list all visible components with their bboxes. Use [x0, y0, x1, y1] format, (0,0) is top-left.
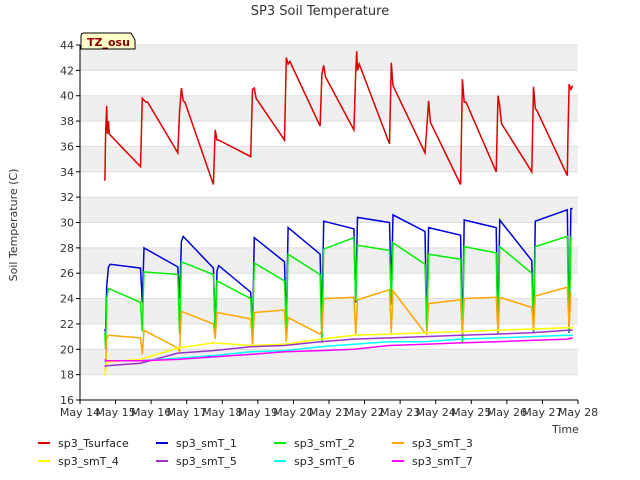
x-tick-label: May 21 [309, 406, 349, 419]
y-tick-label: 26 [60, 267, 74, 280]
y-tick-label: 44 [60, 39, 74, 52]
plot-band [80, 121, 578, 147]
y-tick-label: 32 [60, 191, 74, 204]
badge-label: TZ_osu [87, 36, 130, 49]
plot-band [80, 323, 578, 350]
x-tick-label: May 19 [238, 406, 278, 419]
legend-label-sp3_smT_7: sp3_smT_7 [412, 455, 473, 468]
legend-label-sp3_smT_3: sp3_smT_3 [412, 437, 473, 450]
y-tick-label: 22 [60, 318, 74, 331]
plot-band [80, 197, 578, 223]
plot-band [80, 349, 578, 375]
legend-label-sp3_smT_5: sp3_smT_5 [176, 455, 237, 468]
plot-band [80, 171, 578, 198]
series-lines [104, 51, 574, 376]
y-tick-label: 36 [60, 140, 74, 153]
x-tick-label: May 16 [131, 406, 171, 419]
legend-label-sp3_smT_2: sp3_smT_2 [294, 437, 355, 450]
plot-band [80, 247, 578, 274]
x-tick-label: May 25 [451, 406, 491, 419]
x-tick-label: May 20 [273, 406, 313, 419]
x-tick-label: May 14 [60, 406, 100, 419]
x-tick-label: May 22 [344, 406, 384, 419]
y-tick-label: 18 [60, 369, 74, 382]
badge-box [80, 32, 136, 50]
chart-title: SP3 Soil Temperature [251, 4, 389, 19]
y-tick-label: 38 [60, 115, 74, 128]
y-tick-label: 16 [60, 394, 74, 407]
plot-band [80, 95, 578, 122]
y-tick-labels: 16 18 20 22 24 26 28 30 32 34 36 38 40 42 44 [60, 39, 80, 407]
series-line-sp3_smT_7 [104, 337, 573, 362]
y-axis-label: Soil Temperature (C) [7, 169, 20, 282]
plot-band [80, 146, 578, 172]
plot-band [80, 298, 578, 324]
series-line-sp3_Tsurface [104, 51, 574, 185]
timezone-badge: TZ_osu [80, 32, 136, 50]
legend-label-sp3_Tsurface: sp3_Tsurface [58, 437, 129, 450]
plot-band [80, 374, 578, 400]
x-tick-label: May 23 [380, 406, 420, 419]
y-tick-label: 40 [60, 90, 74, 103]
plot-band [80, 45, 578, 71]
y-tick-label: 24 [60, 293, 74, 306]
x-axis-label: Time [551, 423, 579, 436]
series-line-sp3_smT_5 [104, 329, 573, 368]
legend-label-sp3_smT_4: sp3_smT_4 [58, 455, 119, 468]
x-tick-label: May 27 [522, 406, 562, 419]
legend-label-sp3_smT_1: sp3_smT_1 [176, 437, 237, 450]
x-tick-label: May 26 [487, 406, 527, 419]
x-tick-label: May 15 [95, 406, 135, 419]
x-tick-label: May 24 [416, 406, 456, 419]
legend-label-sp3_smT_6: sp3_smT_6 [294, 455, 355, 468]
y-tick-label: 20 [60, 343, 74, 356]
y-tick-label: 28 [60, 242, 74, 255]
y-tick-label: 42 [60, 64, 74, 77]
legend: sp3_Tsurface sp3_smT_1 sp3_smT_2 sp3_smT_3s… [38, 437, 473, 468]
plot-band [80, 273, 578, 299]
y-tick-label: 34 [60, 166, 74, 179]
plot-background [80, 45, 578, 400]
y-tick-label: 30 [60, 217, 74, 230]
plot-band [80, 222, 578, 248]
x-tick-label: May 18 [202, 406, 242, 419]
x-tick-label: May 28 [558, 406, 598, 419]
x-tick-label: May 17 [167, 406, 207, 419]
